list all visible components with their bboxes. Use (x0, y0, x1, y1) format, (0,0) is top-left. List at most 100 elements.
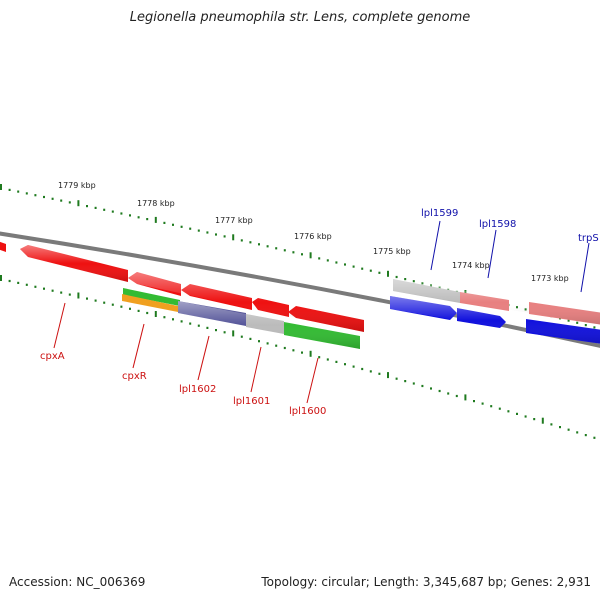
tick-mark (335, 261, 338, 264)
tick-mark (215, 329, 217, 332)
tick-mark (154, 311, 157, 317)
tick-mark (223, 331, 226, 334)
tick-mark (172, 318, 174, 321)
tick-mark (387, 372, 389, 379)
tick-mark (240, 335, 243, 338)
tick-mark (163, 316, 166, 319)
tick-mark (430, 387, 432, 390)
gene-label-cpxA[interactable]: cpxA (40, 351, 65, 362)
gene-label-trpS[interactable]: trpS (578, 233, 599, 244)
kbp-label: 1773 kbp (531, 274, 569, 283)
tick-mark (301, 351, 303, 354)
tick-mark (103, 301, 106, 304)
tick-mark (567, 319, 570, 322)
tick-mark (369, 269, 372, 272)
tick-mark (344, 363, 346, 366)
tick-mark (60, 199, 63, 202)
tick-mark (533, 418, 536, 421)
tick-mark (524, 415, 527, 418)
tick-mark (111, 303, 114, 306)
tick-mark (137, 216, 140, 219)
tick-mark (51, 289, 54, 292)
tick-mark (404, 278, 407, 281)
tick-mark (369, 370, 372, 373)
tick-mark (283, 346, 286, 350)
tick-mark (498, 407, 501, 410)
gene-leader-lines (53, 220, 590, 404)
kbp-label: 1778 kbp (137, 199, 175, 208)
tick-mark (541, 417, 544, 424)
tick-mark (309, 350, 312, 357)
tick-mark (25, 283, 28, 286)
tick-mark (275, 344, 278, 347)
tick-mark (0, 275, 2, 281)
tick-mark (464, 394, 467, 401)
gene-label-lpl1602[interactable]: lpl1602 (179, 384, 216, 395)
tick-mark (481, 402, 484, 405)
tick-mark (473, 400, 475, 403)
tick-mark (352, 265, 355, 268)
tick-mark (249, 241, 252, 244)
gene-label-lpl1600[interactable]: lpl1600 (289, 406, 326, 417)
tick-mark (34, 285, 37, 288)
tick-mark (94, 206, 97, 209)
tick-mark (292, 349, 295, 352)
tick-mark (318, 356, 321, 359)
tick-mark (335, 360, 338, 363)
tick-mark (68, 201, 71, 204)
gene-label-lpl1599[interactable]: lpl1599 (421, 208, 458, 219)
tick-mark (180, 320, 183, 323)
tick-mark (8, 188, 11, 191)
tick-mark (438, 389, 441, 393)
gene-feature[interactable] (0, 240, 6, 252)
gene-label-lpl1598[interactable]: lpl1598 (479, 219, 516, 230)
tick-mark (120, 305, 123, 308)
tick-mark (206, 231, 209, 234)
kbp-label: 1779 kbp (58, 181, 96, 190)
tick-mark (292, 251, 295, 254)
tick-mark (326, 259, 329, 262)
tick-mark (318, 257, 321, 260)
gene-label-cpxR[interactable]: cpxR (122, 371, 147, 382)
tick-mark (68, 293, 71, 296)
tick-mark (120, 212, 123, 215)
tick-mark (17, 190, 20, 193)
genome-summary-text: Topology: circular; Length: 3,345,687 bp… (261, 575, 591, 589)
tick-mark (34, 194, 37, 197)
kbp-label: 1776 kbp (294, 232, 332, 241)
tick-mark (60, 291, 63, 294)
tick-mark (378, 271, 381, 274)
tick-mark (111, 210, 114, 213)
gene-feature-cpxR[interactable] (123, 288, 180, 306)
tick-mark (232, 234, 235, 241)
tick-mark (387, 270, 389, 277)
tick-mark (455, 394, 458, 398)
tick-mark (361, 267, 364, 270)
tick-mark (77, 200, 80, 207)
tick-mark (584, 434, 587, 437)
tick-mark (507, 410, 510, 413)
tick-mark (103, 208, 106, 211)
tick-mark (395, 377, 398, 380)
tick-mark (421, 282, 424, 285)
tick-mark (0, 184, 2, 190)
tick-mark (215, 233, 217, 236)
tick-mark (77, 292, 80, 299)
tick-mark (584, 324, 587, 327)
map-title: Legionella pneumophila str. Lens, comple… (129, 10, 471, 25)
gene-feature[interactable] (122, 294, 178, 312)
gene-label-lpl1601[interactable]: lpl1601 (233, 396, 270, 407)
tick-mark (447, 392, 450, 395)
tick-mark (559, 426, 561, 429)
tick-mark (412, 382, 415, 385)
tick-mark (258, 243, 260, 246)
tick-mark (94, 299, 97, 302)
gene-features (0, 240, 600, 349)
tick-mark (593, 436, 596, 439)
tick-mark (395, 275, 398, 279)
tick-mark (490, 405, 493, 408)
tick-mark (550, 423, 553, 426)
tick-mark (326, 358, 329, 361)
tick-mark (189, 227, 192, 230)
